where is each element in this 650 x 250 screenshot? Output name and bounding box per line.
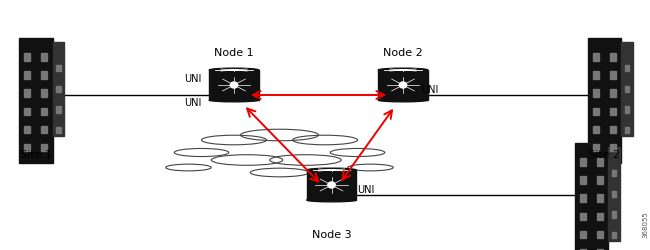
Bar — [612, 211, 616, 218]
Ellipse shape — [307, 168, 356, 172]
Bar — [597, 212, 603, 220]
Bar — [41, 108, 47, 115]
Bar — [575, 142, 608, 250]
Bar — [57, 65, 60, 71]
Bar — [57, 127, 60, 133]
Bar — [612, 232, 616, 238]
Bar — [53, 42, 64, 136]
Bar — [593, 90, 599, 97]
Bar — [41, 126, 47, 133]
Text: Node 3: Node 3 — [312, 230, 351, 240]
Bar — [610, 108, 616, 115]
Bar — [588, 38, 621, 162]
Bar — [597, 249, 603, 250]
Text: Site 1: Site 1 — [20, 150, 52, 160]
Bar — [593, 53, 599, 60]
Text: UNI: UNI — [421, 85, 439, 95]
Ellipse shape — [378, 98, 428, 102]
Text: Node 2: Node 2 — [383, 48, 423, 58]
Ellipse shape — [209, 98, 259, 102]
Text: Site 2: Site 2 — [588, 150, 621, 160]
Bar — [41, 90, 47, 97]
Ellipse shape — [230, 82, 238, 88]
Bar — [625, 127, 629, 133]
Bar — [580, 194, 586, 202]
Bar — [597, 230, 603, 238]
Bar — [41, 144, 47, 151]
Bar — [580, 212, 586, 220]
Bar — [608, 147, 620, 240]
Bar — [41, 71, 47, 79]
Bar — [57, 106, 60, 112]
Bar — [24, 71, 31, 79]
Bar — [593, 144, 599, 151]
Bar — [593, 71, 599, 79]
Bar — [580, 158, 586, 166]
Bar — [597, 194, 603, 202]
Bar — [593, 126, 599, 133]
Text: UNI: UNI — [184, 74, 202, 84]
Bar — [41, 53, 47, 60]
Ellipse shape — [399, 82, 407, 88]
Bar — [378, 70, 428, 100]
Bar — [625, 106, 629, 112]
Bar — [24, 53, 31, 60]
Bar — [610, 53, 616, 60]
Ellipse shape — [240, 129, 318, 141]
Bar — [24, 144, 31, 151]
Bar — [24, 108, 31, 115]
Ellipse shape — [330, 148, 385, 156]
Bar — [612, 190, 616, 197]
Bar — [597, 176, 603, 184]
Ellipse shape — [270, 155, 341, 165]
Bar — [593, 108, 599, 115]
Ellipse shape — [209, 68, 259, 72]
Bar — [610, 144, 616, 151]
Bar — [625, 65, 629, 71]
Text: UNI: UNI — [184, 98, 202, 108]
Bar — [612, 170, 616, 176]
Ellipse shape — [211, 155, 283, 165]
Ellipse shape — [166, 164, 211, 171]
Bar — [19, 38, 53, 162]
Bar — [625, 86, 629, 92]
Text: Node 1: Node 1 — [214, 48, 254, 58]
Bar — [209, 70, 259, 100]
Ellipse shape — [378, 68, 428, 72]
Bar — [24, 90, 31, 97]
Text: UNI: UNI — [358, 185, 375, 195]
Ellipse shape — [174, 148, 229, 156]
Ellipse shape — [250, 168, 309, 177]
Bar — [580, 230, 586, 238]
Ellipse shape — [328, 182, 335, 188]
Bar — [597, 158, 603, 166]
Bar — [580, 249, 586, 250]
Bar — [621, 42, 633, 136]
Ellipse shape — [348, 164, 393, 171]
Bar — [307, 170, 356, 200]
Ellipse shape — [307, 198, 356, 202]
Bar — [57, 86, 60, 92]
Ellipse shape — [202, 135, 266, 145]
Bar — [24, 126, 31, 133]
Bar — [580, 176, 586, 184]
Text: 368055: 368055 — [643, 211, 649, 238]
Bar — [610, 90, 616, 97]
Bar — [610, 126, 616, 133]
Bar — [610, 71, 616, 79]
Ellipse shape — [292, 135, 358, 145]
